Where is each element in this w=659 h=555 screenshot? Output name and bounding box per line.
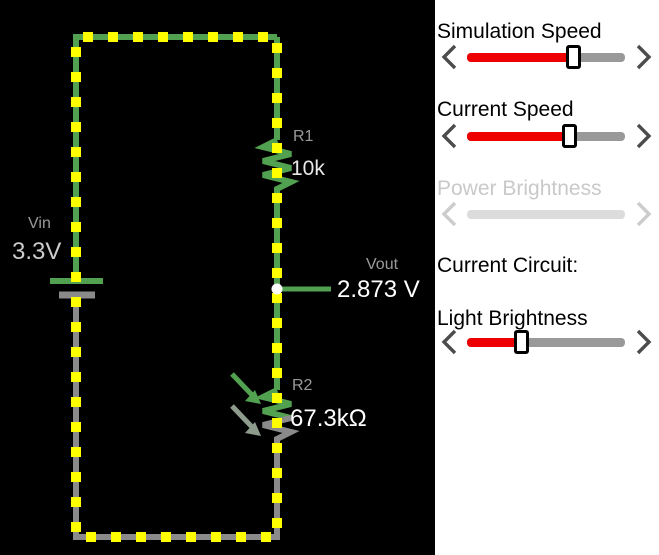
vout-node-dot[interactable] xyxy=(271,283,283,295)
slider-increase-arrow-icon xyxy=(636,201,652,227)
resistor-r2-upper-half[interactable] xyxy=(254,387,292,421)
slider-track[interactable] xyxy=(467,330,625,354)
light-arrow-bottom xyxy=(230,404,261,436)
slider-decrease-arrow-icon[interactable] xyxy=(438,328,460,356)
light-arrow-top xyxy=(230,372,261,404)
r2-value-label: 67.3kΩ xyxy=(290,405,367,432)
slider-track[interactable] xyxy=(467,45,625,69)
simulation-speed-slider[interactable] xyxy=(435,43,659,71)
r1-value-label: 10k xyxy=(291,157,325,180)
current-speed-slider[interactable] xyxy=(435,122,659,150)
simulation-speed-label: Simulation Speed xyxy=(437,20,602,43)
circuit-svg: Vin 3.3V R1 10k Vout 2.873 V R2 67.3kΩ xyxy=(12,32,420,542)
slider-decrease-arrow-icon[interactable] xyxy=(438,122,460,150)
current-dots xyxy=(71,32,282,542)
slider-increase-arrow-icon[interactable] xyxy=(633,122,655,150)
vin-value-label: 3.3V xyxy=(12,238,61,265)
vout-value-label: 2.873 V xyxy=(337,276,420,303)
current-circuit-heading: Current Circuit: xyxy=(437,254,579,277)
power-brightness-label: Power Brightness xyxy=(437,177,602,200)
r1-name-label: R1 xyxy=(293,128,314,145)
r2-name-label: R2 xyxy=(292,377,313,394)
battery-vin[interactable] xyxy=(50,278,103,299)
light-brightness-slider[interactable] xyxy=(435,328,659,356)
light-brightness-label: Light Brightness xyxy=(437,307,588,330)
slider-increase-arrow-icon[interactable] xyxy=(633,328,655,356)
slider-decrease-arrow-icon xyxy=(441,201,457,227)
current-speed-label: Current Speed xyxy=(437,98,574,121)
slider-fill xyxy=(467,338,523,347)
vin-name-label: Vin xyxy=(28,215,51,232)
power-brightness-slider xyxy=(435,200,659,228)
wire-positive-top-left[interactable] xyxy=(73,34,277,281)
slider-increase-arrow-icon[interactable] xyxy=(633,43,655,71)
slider-fill xyxy=(467,53,575,62)
slider-track xyxy=(467,210,625,219)
slider-decrease-arrow-icon[interactable] xyxy=(438,43,460,71)
resistor-r2-photoresistor[interactable] xyxy=(230,372,300,442)
slider-thumb[interactable] xyxy=(566,45,582,69)
circuit-canvas[interactable]: Vin 3.3V R1 10k Vout 2.873 V R2 67.3kΩ xyxy=(0,0,435,555)
vout-name-label: Vout xyxy=(366,256,399,273)
slider-fill xyxy=(467,132,570,141)
slider-track[interactable] xyxy=(467,124,625,148)
control-panel: Simulation Speed Current Speed Power Bri… xyxy=(435,0,659,555)
wire-ground[interactable] xyxy=(73,294,280,540)
slider-thumb[interactable] xyxy=(561,124,577,148)
slider-thumb[interactable] xyxy=(514,330,530,354)
